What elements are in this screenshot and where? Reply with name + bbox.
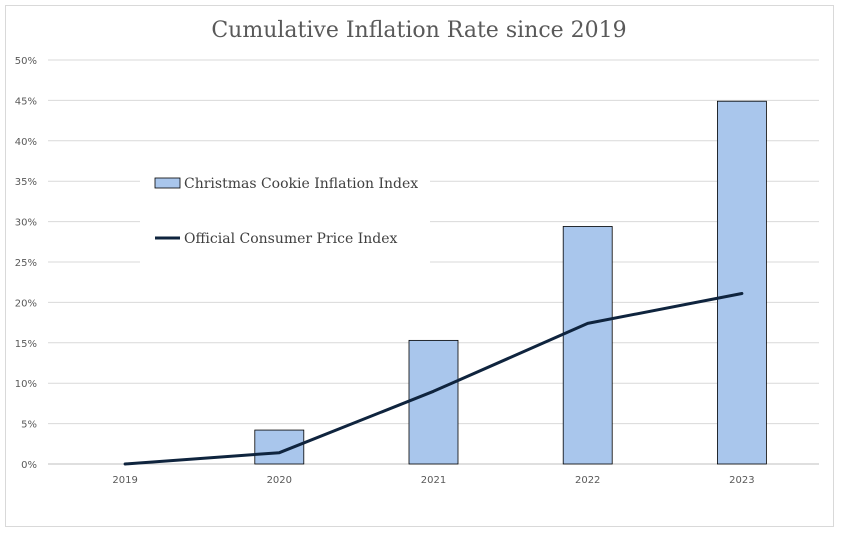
y-tick-label: 10% xyxy=(15,379,37,390)
y-tick-label: 0% xyxy=(21,460,37,471)
bar-2023 xyxy=(717,100,767,465)
y-tick-label: 50% xyxy=(15,56,37,67)
bar-2022 xyxy=(562,226,613,465)
x-tick-label: 2020 xyxy=(267,475,292,486)
y-tick-label: 35% xyxy=(15,177,37,188)
y-tick-label: 20% xyxy=(15,298,37,309)
y-tick-label: 5% xyxy=(21,420,37,431)
y-tick-label: 40% xyxy=(15,137,37,148)
gridlines xyxy=(48,59,819,465)
y-tick-label: 25% xyxy=(15,258,37,269)
cpi-line xyxy=(123,292,744,466)
x-tick-label: 2023 xyxy=(729,475,754,486)
x-tick-label: 2022 xyxy=(575,475,600,486)
y-tick-label: 45% xyxy=(15,96,37,107)
legend-background xyxy=(140,164,430,264)
bar-2021 xyxy=(408,339,459,465)
legend-label-cookie: Christmas Cookie Inflation Index xyxy=(184,176,418,192)
bar-series xyxy=(254,100,767,465)
line-series xyxy=(123,292,744,466)
legend-label-cpi: Official Consumer Price Index xyxy=(184,231,398,247)
legend-bar-swatch xyxy=(154,177,181,189)
legend: Christmas Cookie Inflation Index Officia… xyxy=(140,164,430,264)
chart-title: Cumulative Inflation Rate since 2019 xyxy=(211,18,626,43)
x-axis-ticks: 2019 2020 2021 2022 2023 xyxy=(112,475,754,486)
x-tick-label: 2019 xyxy=(112,475,137,486)
y-tick-label: 15% xyxy=(15,339,37,350)
y-tick-label: 30% xyxy=(15,218,37,229)
x-tick-label: 2021 xyxy=(421,475,446,486)
y-axis-ticks: 0% 5% 10% 15% 20% 25% 30% 35% 40% 45% 50% xyxy=(15,56,37,471)
